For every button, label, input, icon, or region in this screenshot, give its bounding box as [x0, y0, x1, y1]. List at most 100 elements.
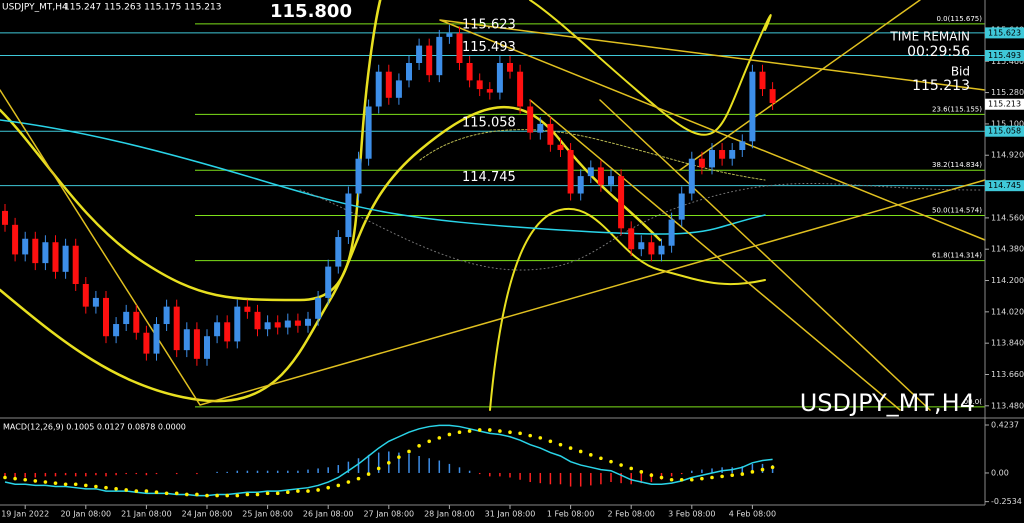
signal-dot: [700, 476, 704, 481]
signal-dot: [740, 472, 745, 476]
y-tick-label: 114.200: [991, 276, 1024, 285]
x-tick-label: 3 Feb 08:00: [668, 510, 715, 519]
candle-body: [244, 306, 251, 312]
signal-dot: [114, 487, 118, 491]
candle-body: [234, 306, 241, 342]
signal-dot: [508, 430, 512, 435]
price-line-label: 115.623: [462, 17, 516, 32]
signal-dot: [164, 491, 169, 496]
fib-label: 38.2(114.834): [932, 161, 982, 169]
candle-body: [476, 80, 483, 90]
candle-body: [719, 150, 726, 159]
candle-body: [254, 311, 261, 330]
x-tick-label: 21 Jan 08:00: [121, 510, 172, 519]
fib-label: 23.6(115.155): [932, 105, 982, 113]
x-tick-label: 20 Jan 08:00: [60, 510, 111, 519]
candle-body: [52, 242, 59, 272]
price-box: [985, 180, 1024, 192]
bid-box-label: 115.213: [988, 100, 1021, 109]
signal-dot: [679, 477, 684, 482]
candle-body: [214, 322, 221, 337]
candle-body: [496, 62, 503, 93]
candle-body: [749, 71, 756, 142]
candle-body: [608, 176, 614, 185]
candle-body: [395, 80, 402, 98]
signal-dot: [669, 477, 674, 482]
watermark: USDJPY_MT,H4: [800, 389, 975, 417]
signal-dot: [477, 428, 482, 432]
x-tick-label: 24 Jan 08:00: [182, 510, 233, 519]
signal-dot: [205, 493, 209, 498]
y-tick-label: 0.4237: [991, 421, 1019, 430]
signal-dot: [94, 484, 98, 489]
candle-body: [638, 242, 645, 250]
signal-dot: [710, 475, 714, 480]
y-tick-label: 114.020: [991, 307, 1024, 316]
candle-body: [284, 320, 291, 328]
candle-body: [587, 167, 594, 177]
price-box-label: 115.623: [988, 28, 1021, 37]
candle-body: [335, 237, 342, 267]
timer-title: TIME REMAIN: [889, 30, 970, 44]
candle-body: [426, 45, 433, 76]
fib-label: 00.0(: [964, 398, 983, 406]
signal-dot: [316, 488, 320, 492]
signal-dot: [3, 475, 7, 480]
signal-dot: [427, 439, 432, 444]
candle-body: [113, 324, 120, 337]
y-tick-label: 115.280: [991, 88, 1024, 97]
signal-dot: [538, 436, 543, 440]
candle-body: [72, 245, 79, 285]
bid-label: Bid: [951, 65, 970, 79]
signal-dot: [255, 492, 260, 497]
signal-dot: [467, 429, 472, 433]
signal-dot: [43, 480, 48, 484]
y-tick-label: 115.100: [991, 119, 1024, 128]
candle-body: [173, 306, 180, 351]
candle-body: [123, 311, 130, 325]
signal-dot: [356, 476, 361, 481]
signal-dot: [63, 482, 68, 487]
signal-dot: [376, 466, 381, 471]
moving-average: [0, 119, 766, 235]
y-tick-label: 114.920: [991, 151, 1024, 160]
signal-dot: [649, 473, 654, 478]
signal-dot: [750, 470, 755, 474]
signal-dot: [104, 485, 108, 490]
candle-body: [668, 219, 675, 246]
signal-dot: [437, 436, 442, 440]
signal-dot: [447, 432, 452, 437]
candle-body: [204, 336, 210, 359]
candle-body: [658, 245, 665, 255]
signal-dot: [23, 477, 28, 482]
candle-body: [375, 71, 382, 107]
x-tick-label: 19 Jan 2022: [1, 510, 49, 519]
bollinger-upper: [0, 0, 382, 302]
signal-dot: [498, 429, 502, 433]
fib-label: 0.0(115.675): [936, 15, 982, 23]
price-line-label: 115.058: [462, 116, 516, 131]
candle-body: [365, 106, 372, 159]
signal-dot: [457, 430, 462, 435]
signal-dot: [265, 491, 270, 496]
signal-dot: [275, 491, 280, 496]
signal-dot: [548, 439, 553, 444]
candle-body: [82, 284, 89, 307]
ichimoku-cloud: [299, 182, 981, 271]
signal-dot: [336, 483, 341, 488]
signal-dot: [306, 489, 310, 493]
ichimoku-span: [419, 129, 766, 181]
signal-dot: [417, 444, 421, 448]
candle-body: [577, 176, 584, 194]
price-box: [985, 27, 1024, 39]
x-tick-label: 2 Feb 08:00: [607, 510, 654, 519]
signal-dot: [215, 493, 219, 498]
candle-body: [688, 158, 695, 194]
x-tick-label: 25 Jan 08:00: [242, 510, 293, 519]
signal-dot: [407, 449, 411, 454]
signal-dot: [195, 492, 199, 497]
candle-body: [759, 71, 766, 90]
signal-dot: [558, 442, 563, 447]
signal-dot: [53, 481, 58, 485]
macd-title: MACD(12,26,9) 0.1005 0.0127 0.0878 0.000…: [3, 423, 186, 432]
